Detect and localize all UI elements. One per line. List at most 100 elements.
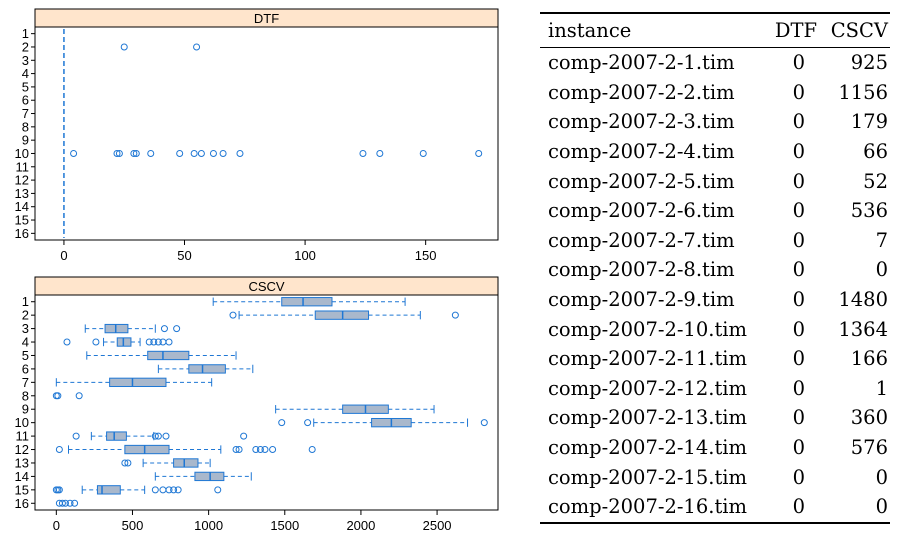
- cscv-box-2: [229, 310, 459, 320]
- table-row: comp-2007-2-3.tim 0 179: [540, 107, 890, 137]
- cell-cscv: 166: [850, 347, 888, 371]
- box-iqr: [104, 323, 129, 334]
- cell-dtf: 0: [792, 80, 806, 104]
- dtf-y-tick-label: 5: [22, 79, 29, 94]
- dtf-x-tick-label: 50: [177, 248, 191, 263]
- cell-instance: comp-2007-2-13.tim: [548, 406, 748, 430]
- cscv-y-tick-label: 12: [15, 442, 29, 457]
- outlier-point: [173, 325, 181, 333]
- table-row: comp-2007-2-14.tim 0 576: [540, 433, 890, 463]
- dtf-y-tick-label: 3: [22, 53, 29, 68]
- outlier-point: [66, 499, 74, 507]
- table-row: comp-2007-2-13.tim 0 360: [540, 403, 890, 433]
- cscv-box-6: [157, 364, 254, 374]
- dtf-y-tick-label: 1: [22, 26, 29, 41]
- cell-instance: comp-2007-2-4.tim: [548, 140, 735, 164]
- cell-dtf: 0: [792, 436, 806, 460]
- cell-dtf: 0: [792, 376, 806, 400]
- dtf-plot-frame: [34, 26, 499, 241]
- cell-dtf: 0: [792, 288, 806, 312]
- outlier-point: [61, 499, 69, 507]
- outlier-point: [214, 486, 222, 494]
- column-header-dtf: DTF: [774, 19, 818, 42]
- dtf-y-tick-label: 8: [22, 119, 29, 134]
- cell-cscv: 360: [850, 406, 888, 430]
- outlier-point: [197, 149, 205, 157]
- cscv-box-14: [154, 471, 252, 482]
- cell-instance: comp-2007-2-6.tim: [548, 199, 735, 223]
- cell-cscv: 0: [875, 495, 888, 519]
- outlier-point: [165, 486, 173, 494]
- dtf-y-tick-label: 7: [22, 106, 29, 121]
- cscv-y-tick-label: 15: [15, 482, 29, 497]
- cell-dtf: 0: [792, 51, 806, 75]
- cscv-y-tick-label: 6: [22, 361, 29, 376]
- cell-instance: comp-2007-2-11.tim: [548, 347, 748, 371]
- outlier-point: [162, 432, 170, 440]
- outlier-point: [154, 338, 162, 346]
- cell-instance: comp-2007-2-12.tim: [548, 376, 748, 400]
- outlier-point: [151, 486, 159, 494]
- cscv-y-tick-label: 5: [22, 348, 29, 363]
- outlier-point: [55, 446, 63, 454]
- dtf-x-tick-label: 0: [60, 248, 67, 263]
- table-row: comp-2007-2-11.tim 0 166: [540, 344, 890, 374]
- table-row: comp-2007-2-7.tim 0 7: [540, 226, 890, 256]
- outlier-point: [232, 446, 240, 454]
- outlier-point: [261, 446, 269, 454]
- box-iqr: [188, 364, 226, 374]
- column-header-instance: instance: [548, 19, 632, 42]
- cscv-y-tick-label: 8: [22, 388, 29, 403]
- dtf-y-tick-label: 9: [22, 133, 29, 148]
- cell-cscv: 576: [850, 436, 888, 460]
- outlier-point: [121, 459, 129, 467]
- cscv-box-13: [121, 458, 211, 468]
- outlier-point: [359, 149, 367, 157]
- cscv-x-tick-label: 2000: [346, 518, 375, 533]
- cell-cscv: 0: [875, 465, 888, 489]
- cell-cscv: 536: [850, 199, 888, 223]
- cell-cscv: 0: [875, 258, 888, 282]
- cscv-y-tick-label: 7: [22, 375, 29, 390]
- outlier-point: [145, 338, 153, 346]
- cscv-box-12: [55, 444, 316, 455]
- cscv-y-tick-label: 11: [16, 429, 30, 444]
- outlier-point: [236, 149, 244, 157]
- cell-instance: comp-2007-2-5.tim: [548, 169, 735, 193]
- outlier-point: [150, 338, 158, 346]
- table-row: comp-2007-2-12.tim 0 1: [540, 374, 890, 404]
- outlier-point: [240, 432, 248, 440]
- column-header-cscv: CSCV: [830, 19, 888, 42]
- cell-dtf: 0: [792, 347, 806, 371]
- results-table-panel: instance DTF CSCV comp-2007-2-1.tim 0 925 c…: [540, 12, 890, 524]
- cscv-box-9: [275, 404, 435, 414]
- cscv-strip-title: CSCV: [248, 279, 284, 294]
- dtf-y-tick-label: 4: [22, 66, 29, 81]
- outlier-point: [55, 486, 63, 494]
- cell-dtf: 0: [792, 258, 806, 282]
- cscv-y-tick-label: 9: [22, 402, 29, 417]
- outlier-point: [147, 149, 155, 157]
- cscv-box-11: [72, 431, 248, 441]
- table-row: comp-2007-2-15.tim 0 0: [540, 462, 890, 492]
- dtf-strip-title: DTF: [254, 11, 279, 26]
- dtf-x-tick-label: 150: [415, 248, 437, 263]
- dtf-box-2: [120, 43, 201, 51]
- table-row: comp-2007-2-2.tim 0 1156: [540, 78, 890, 108]
- table-row: comp-2007-2-6.tim 0 536: [540, 196, 890, 226]
- cscv-box-16: [55, 499, 79, 507]
- cscv-y-tick-label: 2: [22, 308, 29, 323]
- outlier-point: [58, 499, 66, 507]
- outlier-point: [130, 149, 138, 157]
- cscv-x-tick-label: 0: [53, 518, 60, 533]
- outlier-point: [75, 392, 83, 400]
- dtf-y-tick-label: 12: [15, 173, 29, 188]
- outlier-point: [304, 419, 312, 427]
- box-iqr: [96, 485, 121, 495]
- cell-cscv: 1480: [838, 288, 888, 312]
- box-iqr: [109, 377, 167, 388]
- dtf-y-tick-label: 14: [15, 199, 29, 214]
- cell-cscv: 1: [875, 376, 888, 400]
